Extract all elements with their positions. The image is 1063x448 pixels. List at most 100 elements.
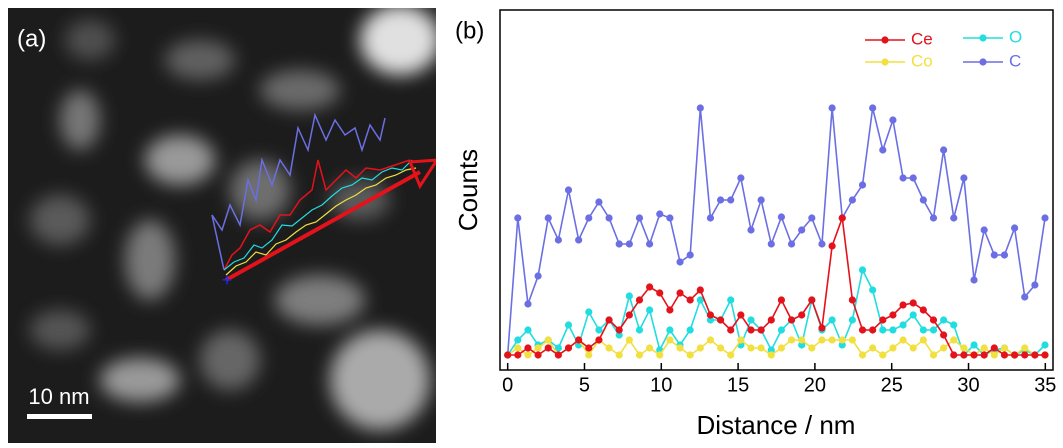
data-point (625, 240, 633, 248)
data-point (950, 336, 958, 344)
data-point (534, 351, 542, 359)
data-point (676, 289, 684, 297)
data-point (818, 240, 826, 248)
data-point (1000, 251, 1009, 259)
data-point (1031, 281, 1039, 289)
data-point (848, 316, 856, 324)
data-point (960, 351, 968, 359)
legend-label: C (1009, 51, 1021, 70)
data-point (889, 311, 897, 319)
data-point (919, 336, 927, 344)
data-point (514, 351, 522, 359)
series-line (506, 107, 1046, 356)
data-point (838, 214, 846, 222)
data-point (767, 240, 775, 248)
data-point (929, 326, 938, 334)
data-point (544, 344, 552, 352)
data-point (929, 316, 938, 324)
data-point (879, 326, 887, 334)
data-point (534, 272, 542, 280)
data-point (798, 311, 806, 319)
chart: (b) Distance / nm Counts 0 5 10 15 20 25 30 35 C… (453, 9, 1056, 440)
data-point (595, 326, 603, 334)
data-point (635, 296, 644, 304)
data-point (534, 344, 542, 352)
x-tick-label: 25 (881, 374, 903, 396)
data-point (798, 341, 806, 349)
data-point (605, 344, 613, 352)
data-point (727, 196, 735, 204)
data-point (828, 104, 836, 112)
data-point (554, 236, 562, 244)
svg-text:+: + (222, 270, 233, 290)
data-point (757, 326, 765, 334)
data-point (838, 336, 846, 344)
data-point (747, 316, 755, 324)
data-point (646, 240, 654, 248)
data-point (980, 344, 988, 352)
data-point (747, 226, 755, 234)
data-point (787, 336, 796, 344)
x-tick-label: 30 (957, 374, 979, 396)
data-point (585, 214, 593, 222)
data-point (524, 300, 532, 308)
x-tick-label: 35 (1034, 374, 1056, 396)
data-point (929, 351, 938, 359)
data-point (808, 214, 816, 222)
data-point (980, 226, 988, 234)
data-point (706, 336, 715, 344)
data-point (909, 299, 917, 307)
data-point (990, 251, 998, 259)
data-point (747, 326, 755, 334)
data-point (899, 301, 907, 309)
data-point (524, 344, 532, 352)
series-line (507, 217, 1046, 356)
data-point (595, 336, 603, 344)
data-point (575, 236, 583, 244)
data-point (615, 240, 623, 248)
data-point (646, 283, 654, 291)
data-point (787, 316, 796, 324)
data-point (858, 181, 867, 189)
data-point (818, 336, 826, 344)
data-point (514, 344, 522, 352)
data-point (585, 351, 593, 359)
x-tick-label: 10 (650, 374, 672, 396)
data-point (635, 326, 644, 334)
data-point (919, 326, 927, 334)
data-point (940, 316, 948, 324)
data-point (858, 326, 867, 334)
data-point (879, 351, 887, 359)
data-point (635, 214, 644, 222)
data-point (980, 351, 988, 359)
data-point (970, 276, 978, 284)
data-point (777, 296, 786, 304)
data-point (554, 344, 562, 352)
data-point (514, 336, 522, 344)
data-point (1021, 344, 1029, 352)
data-point (625, 292, 633, 300)
data-point (950, 321, 958, 329)
data-point (696, 344, 704, 352)
data-point (919, 196, 927, 204)
data-point (767, 351, 775, 359)
data-point (646, 306, 654, 314)
data-point (686, 296, 694, 304)
data-point (828, 242, 836, 250)
plot-frame (499, 9, 1054, 371)
data-point (585, 308, 593, 316)
legend-marker (881, 36, 889, 44)
data-point (777, 326, 786, 334)
legend-marker (881, 58, 889, 66)
data-point (889, 116, 897, 124)
data-point (727, 296, 735, 304)
x-axis-label: Distance / nm (697, 410, 856, 440)
data-point (828, 336, 836, 344)
data-point (889, 344, 897, 352)
data-point (909, 174, 917, 182)
data-point (818, 324, 826, 332)
data-point (656, 351, 664, 359)
data-point (716, 196, 725, 204)
data-point (879, 146, 887, 154)
